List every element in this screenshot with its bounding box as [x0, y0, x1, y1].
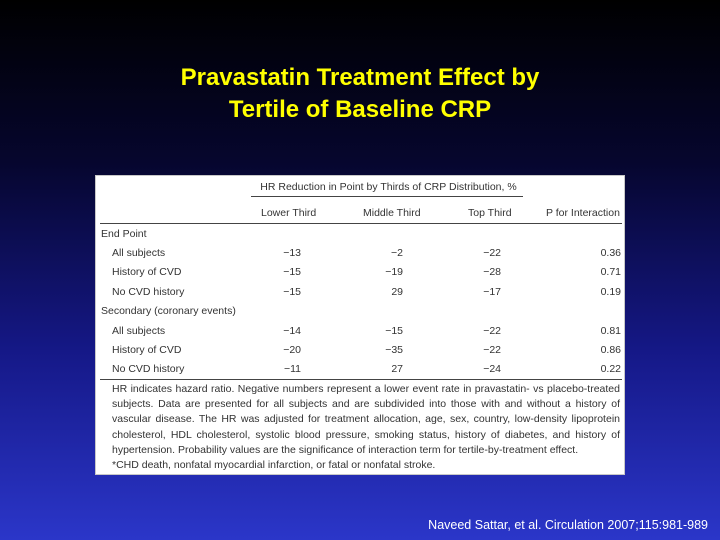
- lower-third-value: −15: [283, 266, 301, 278]
- p-value: 0.19: [600, 286, 621, 298]
- table-row: All subjects −13 −2 −22 0.36: [96, 246, 626, 260]
- col-header-top-third: Top Third: [468, 207, 512, 219]
- column-header-row: Lower Third Middle Third Top Third P for…: [96, 206, 626, 220]
- middle-third-value: −15: [385, 325, 403, 337]
- top-third-value: −22: [483, 325, 501, 337]
- table-footnotes: HR indicates hazard ratio. Negative numb…: [100, 382, 620, 473]
- col-header-p-interaction: P for Interaction: [546, 207, 620, 219]
- table-row: History of CVD −15 −19 −28 0.71: [96, 265, 626, 279]
- col-header-lower-third: Lower Third: [261, 207, 317, 219]
- top-third-value: −22: [483, 344, 501, 356]
- p-value: 0.22: [600, 363, 621, 375]
- group-header: HR Reduction in Point by Thirds of CRP D…: [260, 181, 517, 193]
- lower-third-value: −14: [283, 325, 301, 337]
- table-row: All subjects −14 −15 −22 0.81: [96, 324, 626, 338]
- top-third-value: −24: [483, 363, 501, 375]
- col-header-middle-third: Middle Third: [363, 207, 421, 219]
- p-value: 0.86: [600, 344, 621, 356]
- section-label-secondary: Secondary (coronary events): [101, 305, 236, 317]
- p-value: 0.81: [600, 325, 621, 337]
- row-label: All subjects: [112, 325, 166, 337]
- group-header-rule: [251, 196, 523, 197]
- footnote-main: HR indicates hazard ratio. Negative numb…: [112, 383, 620, 456]
- lower-third-value: −13: [283, 247, 301, 259]
- top-third-value: −28: [483, 266, 501, 278]
- middle-third-value: 29: [391, 286, 403, 298]
- slide-title-line-1: Pravastatin Treatment Effect by: [180, 64, 540, 91]
- top-third-value: −22: [483, 247, 501, 259]
- row-label: History of CVD: [112, 266, 182, 278]
- row-label: No CVD history: [112, 363, 185, 375]
- section-label-end-point: End Point: [101, 228, 147, 240]
- section-label-row: End Point: [96, 227, 626, 241]
- lower-third-value: −15: [283, 286, 301, 298]
- footnote-rule: [100, 379, 622, 380]
- row-label: History of CVD: [112, 344, 182, 356]
- results-table-panel: HR Reduction in Point by Thirds of CRP D…: [95, 175, 625, 475]
- citation: Naveed Sattar, et al. Circulation 2007;1…: [428, 518, 708, 532]
- p-value: 0.36: [600, 247, 621, 259]
- slide-title-line-2: Tertile of Baseline CRP: [228, 96, 492, 123]
- table-row: No CVD history −11 27 −24 0.22: [96, 362, 626, 376]
- middle-third-value: −35: [385, 344, 403, 356]
- table-row: No CVD history −15 29 −17 0.19: [96, 285, 626, 299]
- slide-title: Pravastatin Treatment Effect by Tertile …: [0, 62, 720, 126]
- table-row: History of CVD −20 −35 −22 0.86: [96, 343, 626, 357]
- section-label-row: Secondary (coronary events): [96, 304, 626, 318]
- top-third-value: −17: [483, 286, 501, 298]
- middle-third-value: −2: [391, 247, 403, 259]
- row-label: All subjects: [112, 247, 166, 259]
- lower-third-value: −11: [283, 363, 301, 375]
- middle-third-value: −19: [385, 266, 403, 278]
- header-rule: [100, 223, 622, 224]
- p-value: 0.71: [600, 266, 621, 278]
- footnote-star: *CHD death, nonfatal myocardial infarcti…: [112, 459, 436, 472]
- row-label: No CVD history: [112, 286, 185, 298]
- middle-third-value: 27: [391, 363, 403, 375]
- lower-third-value: −20: [283, 344, 301, 356]
